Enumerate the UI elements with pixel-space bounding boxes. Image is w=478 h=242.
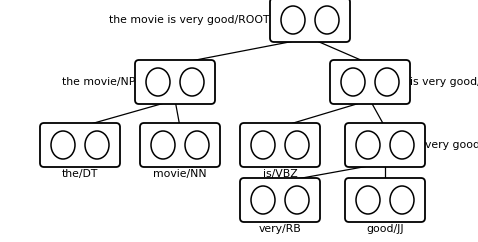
- Ellipse shape: [151, 131, 175, 159]
- FancyBboxPatch shape: [270, 0, 350, 42]
- Text: movie/NN: movie/NN: [153, 169, 207, 179]
- Ellipse shape: [51, 131, 75, 159]
- Ellipse shape: [356, 186, 380, 214]
- FancyBboxPatch shape: [140, 123, 220, 167]
- Ellipse shape: [251, 131, 275, 159]
- FancyBboxPatch shape: [240, 123, 320, 167]
- Ellipse shape: [180, 68, 204, 96]
- Text: the movie/NP: the movie/NP: [62, 77, 135, 87]
- FancyBboxPatch shape: [330, 60, 410, 104]
- Ellipse shape: [390, 131, 414, 159]
- FancyBboxPatch shape: [345, 123, 425, 167]
- Text: the movie is very good/ROOT: the movie is very good/ROOT: [109, 15, 270, 25]
- FancyBboxPatch shape: [345, 178, 425, 222]
- FancyBboxPatch shape: [135, 60, 215, 104]
- Text: very good/ADJP: very good/ADJP: [425, 140, 478, 150]
- Ellipse shape: [85, 131, 109, 159]
- Ellipse shape: [315, 6, 339, 34]
- Text: very/RB: very/RB: [259, 224, 301, 234]
- Ellipse shape: [390, 186, 414, 214]
- Ellipse shape: [341, 68, 365, 96]
- FancyBboxPatch shape: [40, 123, 120, 167]
- Ellipse shape: [356, 131, 380, 159]
- Ellipse shape: [285, 186, 309, 214]
- Ellipse shape: [375, 68, 399, 96]
- Text: good/JJ: good/JJ: [366, 224, 404, 234]
- Ellipse shape: [281, 6, 305, 34]
- Ellipse shape: [185, 131, 209, 159]
- Ellipse shape: [146, 68, 170, 96]
- Ellipse shape: [285, 131, 309, 159]
- Text: is/VBZ: is/VBZ: [262, 169, 297, 179]
- FancyBboxPatch shape: [240, 178, 320, 222]
- Text: is very good/VP: is very good/VP: [410, 77, 478, 87]
- Ellipse shape: [251, 186, 275, 214]
- Text: the/DT: the/DT: [62, 169, 98, 179]
